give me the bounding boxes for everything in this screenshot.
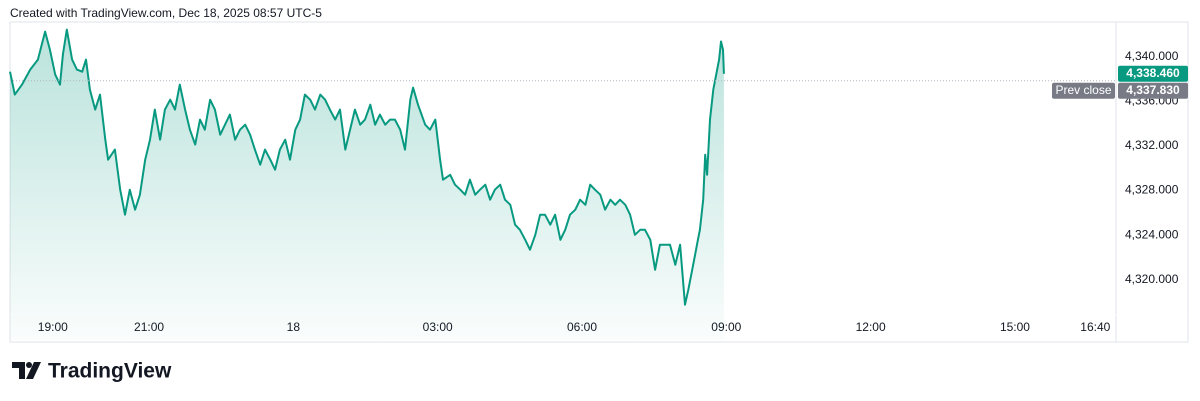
prev-close-name: Prev close: [1055, 83, 1111, 97]
y-tick-label: 4,328.000: [1125, 183, 1179, 197]
header-text: Created with TradingView.com, Dec 18, 20…: [10, 6, 322, 20]
prev-close-label: 4,337.830: [1126, 83, 1180, 97]
logo-dot: [26, 362, 32, 368]
prev-close-box: [1118, 82, 1188, 99]
y-tick-label: 4,324.000: [1125, 227, 1179, 241]
y-tick-label: 4,340.000: [1125, 49, 1179, 63]
logo-mark: [26, 362, 41, 379]
x-tick-label: 12:00: [856, 320, 886, 334]
y-tick-label: 4,320.000: [1125, 272, 1179, 286]
brand: TradingView: [48, 360, 172, 383]
x-tick-label: 16:40: [1080, 320, 1110, 334]
x-tick-label: 15:00: [1000, 320, 1030, 334]
last-value-label: 4,338.460: [1126, 66, 1180, 80]
price-line: [9, 28, 725, 306]
area-fill: [10, 29, 724, 340]
logo: [12, 362, 41, 379]
prev-close-tag: [1052, 82, 1115, 99]
plot: 19:0021:001803:0006:0009:0012:0015:0016:…: [9, 28, 1188, 340]
logo-mark: [12, 362, 25, 379]
y-tick-label: 4,332.000: [1125, 138, 1179, 152]
last-value-box: [1118, 65, 1188, 82]
